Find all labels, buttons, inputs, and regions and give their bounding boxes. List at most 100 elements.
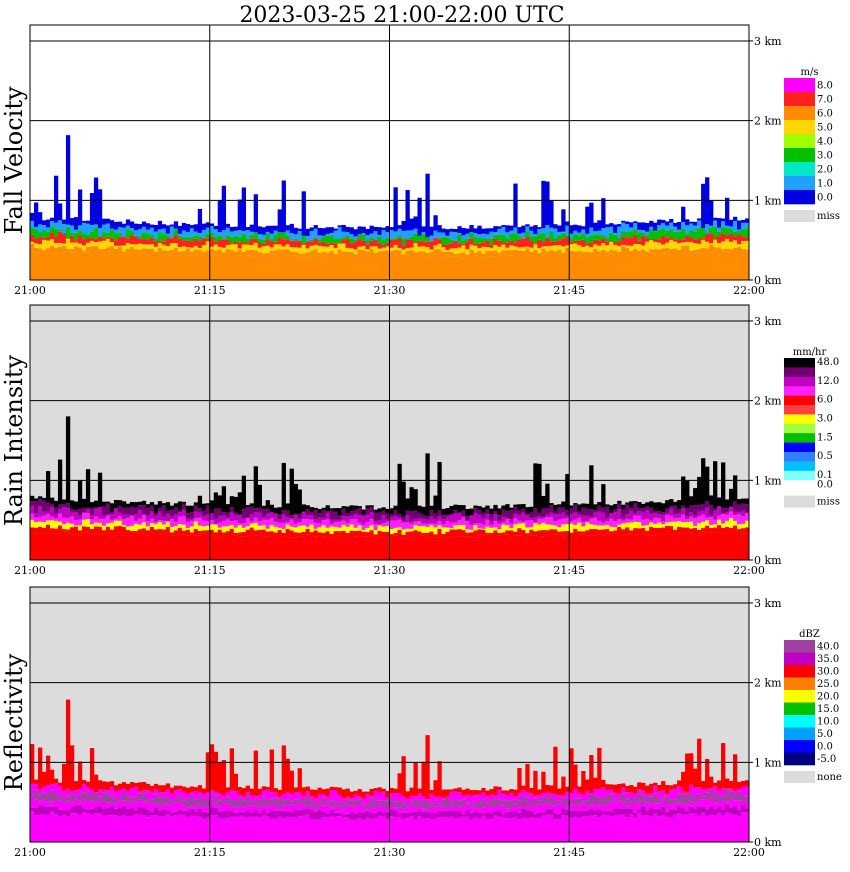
echo-cell (673, 242, 677, 249)
echo-cell (382, 515, 386, 523)
echo-cell (38, 244, 42, 248)
echo-cell (433, 813, 437, 819)
echo-cell (481, 242, 485, 246)
echo-cell (334, 522, 338, 527)
echo-cell (629, 254, 633, 280)
echo-cell (421, 812, 425, 819)
echo-cell (585, 246, 589, 252)
echo-cell (709, 798, 713, 807)
echo-cell (557, 240, 561, 245)
echo-cell (561, 209, 565, 231)
echo-cell (266, 253, 270, 256)
echo-cell (278, 254, 282, 280)
y-tick-label: 1 km (754, 474, 782, 487)
echo-cell (589, 252, 593, 255)
echo-cell (82, 499, 86, 508)
echo-cell (162, 521, 166, 525)
echo-cell (114, 535, 118, 560)
echo-cell (170, 527, 174, 533)
echo-cell (509, 801, 513, 808)
echo-cell (461, 796, 465, 800)
echo-cell (585, 509, 589, 516)
echo-cell (42, 231, 46, 238)
echo-cell (509, 510, 513, 519)
echo-cell (278, 809, 282, 811)
echo-cell (222, 532, 226, 536)
legend-label: 30.0 (817, 666, 839, 677)
echo-cell (549, 503, 553, 505)
legend-swatch (784, 640, 815, 653)
echo-cell (250, 816, 254, 842)
echo-cell (629, 785, 633, 792)
echo-cell (729, 234, 733, 242)
echo-cell (226, 504, 230, 513)
echo-cell (453, 241, 457, 248)
echo-cell (170, 226, 174, 237)
echo-cell (102, 803, 106, 809)
echo-cell (625, 792, 629, 799)
echo-cell (593, 529, 597, 535)
echo-cell (106, 523, 110, 527)
echo-cell (214, 250, 218, 254)
echo-cell (465, 254, 469, 258)
echo-cell (649, 784, 653, 794)
echo-cell (286, 511, 290, 517)
echo-cell (509, 508, 513, 511)
echo-cell (138, 525, 142, 530)
echo-cell (733, 530, 737, 560)
echo-cell (354, 239, 358, 241)
echo-cell (382, 800, 386, 806)
echo-cell (98, 254, 102, 280)
echo-cell (693, 231, 697, 239)
echo-cell (150, 506, 154, 512)
echo-cell (417, 241, 421, 247)
echo-cell (374, 538, 378, 560)
legend-swatch (784, 480, 815, 490)
echo-cell (66, 503, 70, 508)
echo-cell (110, 229, 114, 230)
echo-cell (298, 803, 302, 810)
echo-cell (537, 812, 541, 818)
echo-cell (481, 259, 485, 280)
echo-cell (162, 229, 166, 235)
echo-cell (621, 245, 625, 246)
legend-swatch (784, 134, 815, 148)
echo-cell (126, 518, 130, 527)
echo-cell (401, 813, 405, 819)
echo-cell (657, 225, 661, 230)
echo-cell (433, 780, 437, 797)
echo-cell (138, 224, 142, 229)
echo-cell (118, 526, 122, 532)
echo-cell (74, 534, 78, 560)
echo-cell (258, 234, 262, 239)
echo-cell (130, 782, 134, 788)
echo-cell (66, 817, 70, 842)
echo-cell (489, 789, 493, 795)
echo-cell (441, 247, 445, 252)
echo-cell (50, 528, 54, 534)
legend-label: 5.0 (817, 729, 833, 740)
echo-cell (246, 537, 250, 560)
echo-cell (441, 811, 445, 817)
echo-cell (573, 256, 577, 280)
echo-cell (330, 251, 334, 258)
echo-cell (429, 525, 433, 531)
echo-cell (521, 818, 525, 842)
echo-cell (66, 239, 70, 249)
echo-cell (366, 532, 370, 536)
echo-cell (401, 521, 405, 522)
echo-cell (669, 526, 673, 535)
echo-cell (537, 530, 541, 536)
echo-cell (433, 231, 437, 238)
echo-cell (461, 516, 465, 517)
echo-cell (230, 811, 234, 817)
echo-cell (437, 244, 441, 250)
echo-cell (326, 817, 330, 842)
echo-cell (477, 226, 481, 234)
echo-cell (513, 246, 517, 249)
echo-cell (457, 792, 461, 801)
echo-cell (393, 510, 397, 515)
echo-cell (665, 238, 669, 243)
echo-cell (74, 813, 78, 842)
echo-cell (174, 503, 178, 507)
